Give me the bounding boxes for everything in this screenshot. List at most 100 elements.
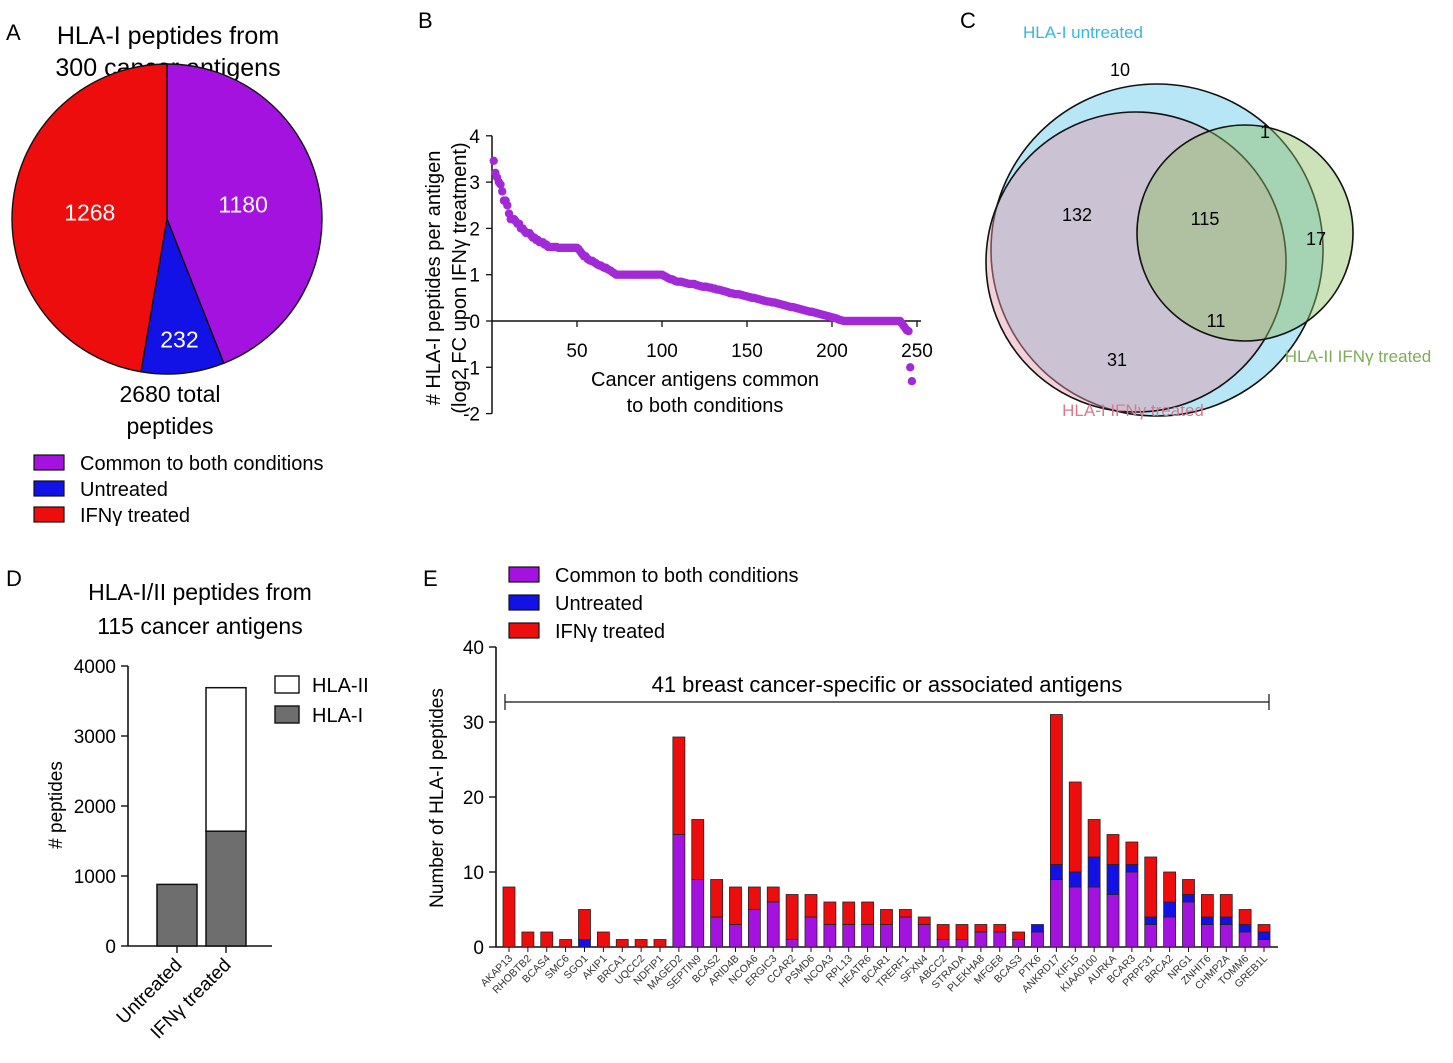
panel-b: B -2 -1 0 1 2 3 4 50 100 150 200 250 Cancer antigen… bbox=[418, 8, 933, 426]
bar-e-common-segment bbox=[1087, 886, 1101, 948]
bar-e-untreated-segment bbox=[1182, 894, 1195, 903]
bar-e-ifn-segment bbox=[993, 924, 1007, 933]
venn-circle-hla2-ifn bbox=[1136, 124, 1354, 342]
bar-e-common-segment bbox=[993, 931, 1007, 948]
bar-e-ifn-segment bbox=[1087, 819, 1101, 858]
bar-e-bracket-label: 41 breast cancer-specific or associated … bbox=[652, 672, 1123, 697]
bar-d-hla1-1 bbox=[205, 830, 247, 947]
venn-label-hla1-ifn: HLA-I IFNγ treated bbox=[1062, 401, 1204, 420]
bar-d-ytick-label: 1000 bbox=[74, 867, 116, 888]
pie-legend-swatch-1 bbox=[33, 480, 65, 497]
bar-e-ifn-segment bbox=[917, 916, 931, 925]
bar-d-ylabel: # peptides bbox=[46, 761, 67, 849]
venn-count-untreated-only: 10 bbox=[1110, 60, 1130, 80]
scatter-xlabel-line1: Cancer antigens common bbox=[591, 369, 819, 391]
bar-e-ytick-label: 40 bbox=[463, 638, 484, 659]
venn-count-all-three: 115 bbox=[1191, 209, 1220, 229]
pie-slices bbox=[11, 63, 323, 375]
scatter-point bbox=[496, 180, 505, 189]
bar-e-ifn-segment bbox=[502, 886, 516, 948]
pie-legend-label-1: Untreated bbox=[80, 479, 168, 501]
bar-d-ytick-label: 4000 bbox=[74, 657, 116, 678]
scatter-ytick-label: 2 bbox=[469, 219, 480, 240]
venn-label-hla1-untreated: HLA-I untreated bbox=[1023, 23, 1143, 42]
venn-count-untreated-hla1ifn: 132 bbox=[1062, 205, 1092, 225]
bar-e-common-segment bbox=[766, 901, 780, 948]
bar-d-title-line1: HLA-I/II peptides from bbox=[88, 579, 312, 605]
panel-a-letter: A bbox=[6, 20, 21, 45]
bar-e-untreated-segment bbox=[1087, 856, 1101, 888]
bar-e-common-segment bbox=[785, 939, 799, 948]
bar-e-ytick-label: 0 bbox=[473, 938, 484, 959]
panel-d-letter: D bbox=[6, 566, 22, 591]
scatter-ylabel-line2: (log2 FC upon IFNγ treatment) bbox=[449, 142, 471, 413]
venn-circle-hla1-ifn bbox=[985, 111, 1287, 413]
bar-e-legend-swatch-1 bbox=[508, 594, 540, 611]
bar-e-ifn-segment bbox=[1049, 714, 1063, 865]
bar-e-ifn-segment bbox=[898, 909, 912, 918]
panel-c-letter: C bbox=[960, 8, 976, 33]
bar-e-common-segment bbox=[861, 924, 875, 948]
panel-e-letter: E bbox=[423, 566, 438, 591]
bar-e-ifn-segment bbox=[1238, 909, 1252, 925]
bar-e-ytick-label: 30 bbox=[463, 713, 484, 734]
bar-e-untreated-segment bbox=[1031, 924, 1044, 933]
bar-e-ifn-segment bbox=[596, 931, 610, 948]
bar-e-ifn-segment bbox=[1200, 894, 1214, 918]
bar-e-untreated-segment bbox=[1068, 871, 1082, 888]
bar-e-ifn-segment bbox=[804, 894, 818, 918]
bar-e-legend-label-0: Common to both conditions bbox=[555, 565, 798, 587]
scatter-points bbox=[489, 156, 917, 386]
bar-d-ytick-label: 0 bbox=[105, 937, 116, 958]
scatter-ytick-label: 4 bbox=[469, 127, 480, 148]
bar-e-common-segment bbox=[1125, 871, 1139, 948]
bar-e-common-segment bbox=[1238, 931, 1252, 948]
bar-e-ifn-segment bbox=[615, 939, 629, 948]
pie-total-line1: 2680 total bbox=[119, 381, 220, 407]
bar-e-ifn-segment bbox=[1182, 879, 1195, 895]
bar-e-common-segment bbox=[823, 924, 837, 948]
bar-e-untreated-segment bbox=[578, 939, 591, 948]
bar-d-title-line2: 115 cancer antigens bbox=[97, 613, 302, 639]
bar-e-ifn-segment bbox=[729, 886, 742, 925]
bar-e-untreated-segment bbox=[1238, 924, 1252, 933]
bar-d-legend-swatch-0 bbox=[274, 675, 300, 694]
bar-e-common-segment bbox=[1144, 924, 1158, 948]
bar-e-common-segment bbox=[974, 931, 988, 948]
bar-e-untreated-segment bbox=[1144, 916, 1158, 925]
bar-e-legend-label-1: Untreated bbox=[555, 593, 643, 615]
bar-e-common-segment bbox=[729, 924, 742, 948]
pie-slice-value-0: 1180 bbox=[218, 192, 267, 218]
scatter-point bbox=[489, 156, 498, 166]
scatter-ytick-label: -2 bbox=[463, 405, 480, 426]
scatter-ytick-label: 1 bbox=[469, 266, 480, 287]
bar-d-legend-swatch-1 bbox=[274, 705, 300, 724]
venn-circle-hla1-untreated bbox=[990, 83, 1324, 417]
bar-e-common-segment bbox=[1200, 924, 1214, 948]
bar-e-legend: Common to both conditions Untreated IFNγ t… bbox=[508, 565, 798, 643]
bar-e-common-segment bbox=[1163, 916, 1177, 948]
panel-e: E Common to both conditions Untreated IFNγ… bbox=[423, 565, 1278, 996]
bar-e-ifn-segment bbox=[1219, 894, 1233, 918]
bar-e-ifn-segment bbox=[1163, 871, 1177, 903]
pie-legend: Common to both conditions Untreated IFNγ t… bbox=[33, 453, 323, 527]
bar-e-ifn-segment bbox=[974, 924, 988, 933]
venn-count-hla2-only: 17 bbox=[1306, 229, 1326, 249]
pie-slice-value-1: 232 bbox=[160, 326, 198, 352]
bar-e-bars bbox=[502, 714, 1271, 948]
bar-e-ifn-segment bbox=[653, 939, 667, 948]
pie-legend-label-2: IFNγ treated bbox=[80, 505, 190, 527]
scatter-xlabel-line2: to both conditions bbox=[627, 395, 784, 417]
bar-e-legend-label-2: IFNγ treated bbox=[555, 621, 665, 643]
bar-e-common-segment bbox=[710, 916, 724, 948]
scatter-point bbox=[904, 326, 913, 336]
scatter-ytick-label: 3 bbox=[469, 173, 480, 194]
bar-d-bars bbox=[156, 686, 247, 947]
panel-a: A HLA-I peptides from 300 cancer antigen… bbox=[6, 20, 323, 527]
bar-e-category-labels: AKAP13RHOBTB2BCAS4SMC6SGO1AKIP1BRCA1UQCC… bbox=[479, 953, 1271, 997]
bar-e-common-segment bbox=[1219, 924, 1233, 948]
bar-e-common-segment bbox=[842, 924, 856, 948]
bar-e-common-segment bbox=[1031, 931, 1044, 948]
bar-e-common-segment bbox=[804, 916, 818, 948]
